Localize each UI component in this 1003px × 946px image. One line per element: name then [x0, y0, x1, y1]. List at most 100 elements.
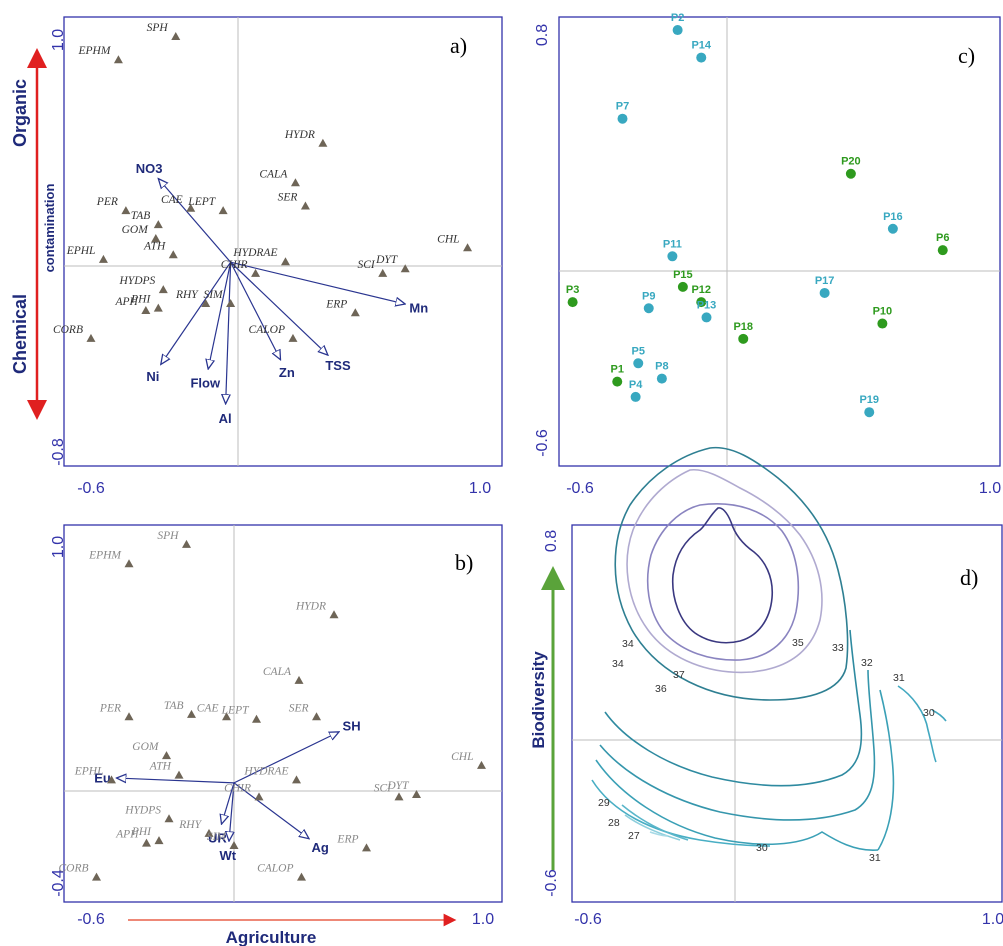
species-label: HYDR [284, 129, 315, 141]
species-marker [168, 250, 178, 259]
species-label: SCI [374, 782, 392, 794]
vector-label: Ag [312, 840, 329, 855]
species-marker [288, 333, 298, 342]
species-label: CORB [58, 863, 88, 875]
site-label: P11 [663, 238, 682, 250]
species-marker [182, 539, 191, 548]
species-label: CHIR [224, 782, 251, 794]
species-marker [164, 814, 174, 823]
site-point [845, 168, 856, 179]
species-marker [153, 220, 163, 229]
vector-label: Eu [94, 770, 111, 785]
species-marker [394, 792, 404, 801]
contour-28 [624, 814, 681, 841]
species-label: RHY [175, 289, 199, 301]
species-marker [86, 333, 96, 342]
vector-label: NO3 [136, 161, 163, 176]
species-marker [362, 843, 371, 852]
contour-33 [604, 629, 863, 787]
site-point-group: P2 P14 P7 P20 P16 P6 P11 P15 P12 P17 P3 P9 P13 P10 P18… [566, 12, 949, 418]
contour-label: 36 [655, 683, 667, 695]
contour-34 [614, 446, 849, 701]
y-tick-label: 1.0 [50, 29, 67, 51]
contour-label-group: 37 36 35 34 34 33 32 31 30 29 28 27 30 3… [598, 637, 935, 864]
contour-29 [621, 804, 689, 841]
site-label: P16 [883, 211, 903, 223]
site-point [677, 281, 688, 292]
vector-arrow [158, 179, 232, 263]
species-label: HYDRAE [232, 247, 277, 259]
contour-35 [626, 468, 823, 674]
species-marker [113, 55, 123, 64]
species-label: TAB [164, 700, 184, 712]
site-point [864, 407, 875, 418]
x-tick-label: 1.0 [979, 480, 1001, 497]
contour-label: 31 [893, 672, 905, 684]
site-point [656, 373, 667, 384]
x-tick-label: -0.6 [566, 480, 594, 497]
species-marker [254, 792, 264, 801]
vector-label: Zn [279, 365, 295, 380]
species-marker [412, 790, 421, 798]
x-tick-label: 1.0 [982, 911, 1003, 928]
site-label: P12 [691, 284, 711, 296]
contour-30 [591, 779, 771, 847]
site-point [612, 376, 623, 387]
plot-frame [63, 16, 503, 467]
agriculture-axis-annotation: Agriculture [128, 913, 457, 946]
biodiversity-axis-annotation: Biodiversity [529, 566, 565, 870]
species-label: SPH [157, 530, 179, 542]
vector-label: Flow [190, 376, 220, 391]
species-marker [297, 872, 306, 881]
site-label: P8 [655, 361, 668, 373]
contour-label: 28 [608, 817, 620, 829]
species-marker [174, 770, 184, 779]
species-label: SIM [203, 289, 224, 301]
agriculture-label: Agriculture [226, 928, 317, 946]
site-label: P19 [859, 394, 879, 406]
species-label: SIM [207, 831, 228, 843]
species-label: SER [278, 191, 298, 203]
species-label: HYDPS [124, 804, 161, 816]
vector-arrow [226, 262, 231, 404]
panel-label: a) [450, 33, 467, 58]
species-marker [312, 712, 321, 721]
contour-label: 30 [923, 707, 935, 719]
panel-c: c) -0.6 1.0 0.8 -0.6 P2P14P7P20P16P6P11P… [534, 12, 1001, 497]
species-marker [98, 254, 108, 263]
species-label: DYT [386, 780, 410, 792]
species-label: GOM [122, 224, 150, 236]
site-point [696, 52, 707, 63]
organic-label: Organic [10, 79, 30, 147]
species-label: APH [115, 829, 139, 841]
species-label: ATH [143, 240, 166, 252]
site-label: P6 [936, 232, 949, 244]
species-marker [187, 709, 196, 718]
species-marker [318, 138, 328, 147]
species-label: LEPT [187, 196, 216, 208]
species-marker [171, 31, 181, 40]
vector-arrow [233, 782, 309, 839]
species-marker [201, 299, 211, 308]
species-label: EPHL [74, 765, 104, 777]
site-label: P9 [642, 290, 655, 302]
y-tick-label: -0.8 [50, 438, 67, 466]
species-label: CHL [451, 751, 473, 763]
species-label: ATH [149, 761, 172, 773]
vector-label: SH [343, 719, 361, 734]
species-marker [186, 203, 196, 212]
contour-label: 34 [612, 658, 624, 670]
species-label: PHI [131, 826, 152, 838]
site-point [877, 318, 888, 329]
site-point [887, 223, 898, 234]
species-marker [378, 268, 388, 277]
species-label: CAE [161, 194, 183, 206]
site-label: P7 [616, 101, 629, 113]
species-label: CALOP [249, 324, 285, 336]
species-label: CALOP [257, 863, 293, 875]
species-marker [290, 178, 300, 187]
contour-label: 32 [861, 657, 873, 669]
y-tick-label: 1.0 [50, 536, 67, 558]
plot-frame [571, 524, 1003, 903]
